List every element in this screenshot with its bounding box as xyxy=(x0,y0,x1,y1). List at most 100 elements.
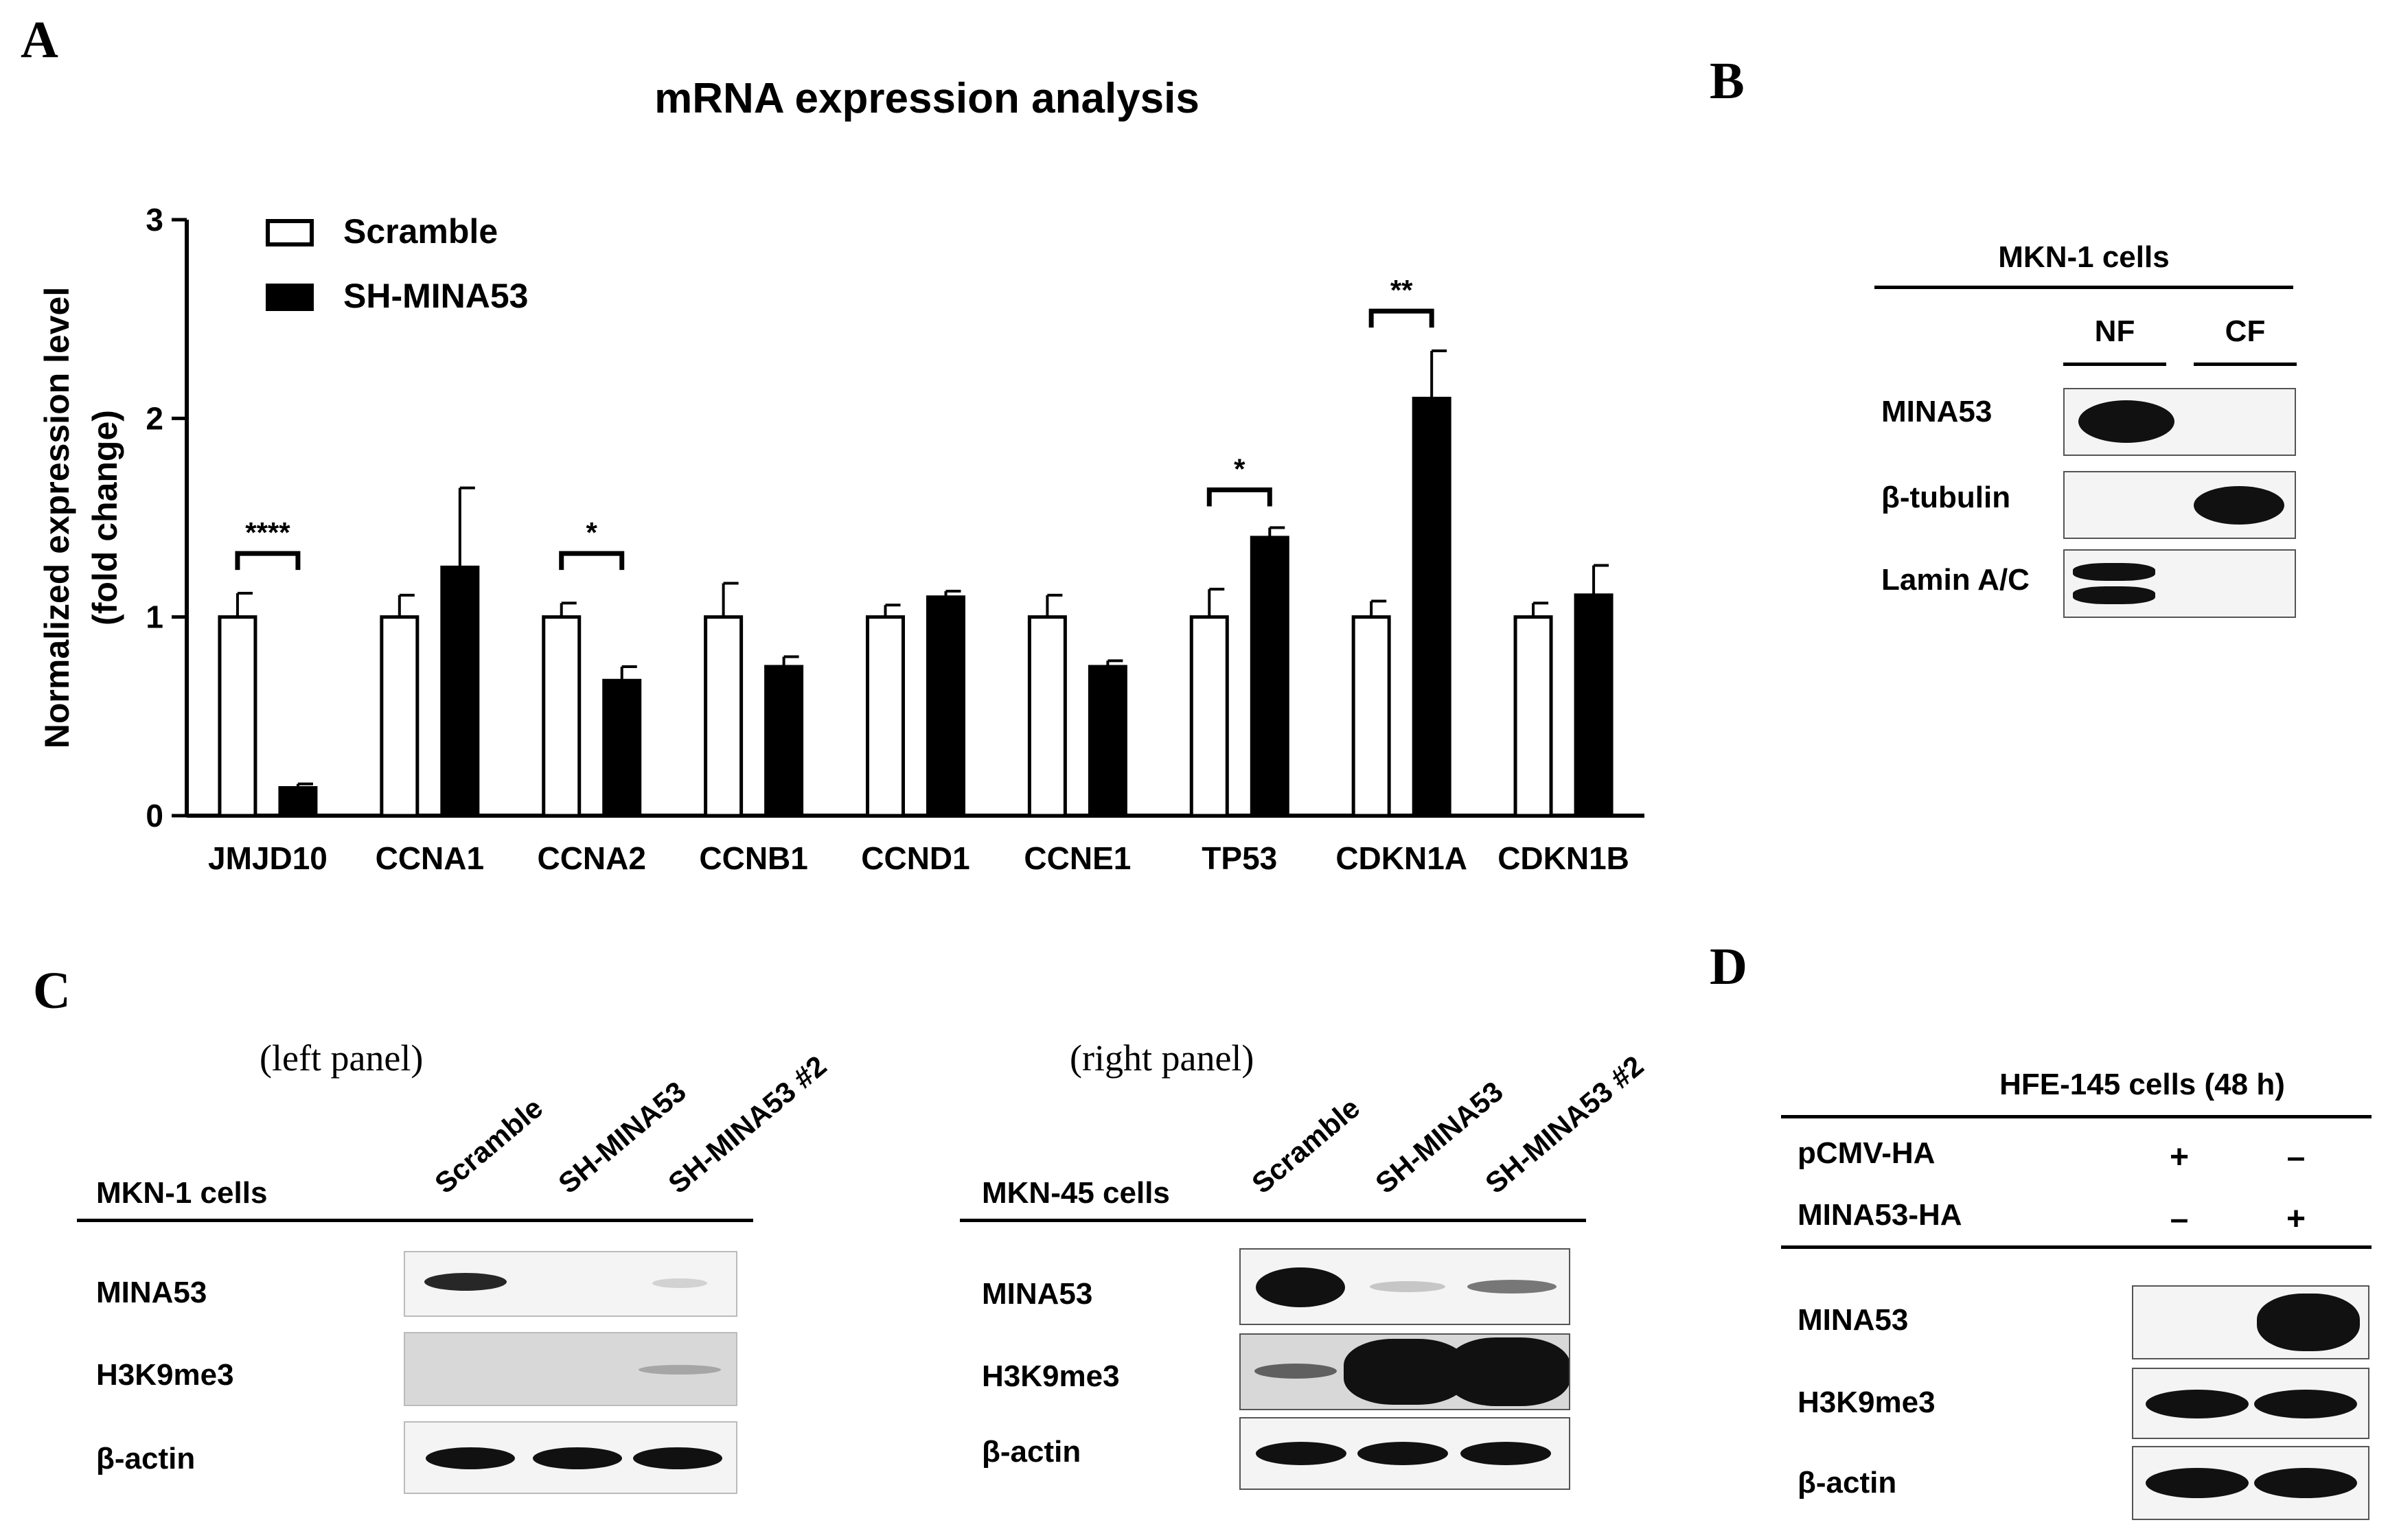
panel-b-blot-mina53 xyxy=(2063,388,2296,456)
panel-c-left-col-scramble: Scramble xyxy=(428,1091,549,1200)
significance-bracket xyxy=(559,551,625,571)
panel-b-col-cf: CF xyxy=(2225,314,2266,348)
panel-c-right-col-scramble: Scramble xyxy=(1245,1091,1366,1200)
band xyxy=(633,1447,722,1469)
panel-c-left-row-actin: β-actin xyxy=(96,1442,196,1475)
panel-b-blot-tubulin xyxy=(2063,471,2296,539)
panel-d-row-mina53: MINA53 xyxy=(1798,1303,1909,1337)
band xyxy=(2257,1294,2360,1351)
panel-c-left-rule xyxy=(77,1219,753,1222)
panel-c-left-blot-mina53 xyxy=(404,1251,737,1317)
panel-b-row-lamin: Lamin A/C xyxy=(1881,563,2030,597)
bar-sh-mina53 xyxy=(1412,396,1451,818)
panel-d-row-h3k9: H3K9me3 xyxy=(1798,1386,1936,1419)
panel-label-a: A xyxy=(21,11,58,69)
panel-d-row-actin: β-actin xyxy=(1798,1466,1897,1499)
x-tick-label: CDKN1A xyxy=(1335,840,1467,876)
band-lower xyxy=(2073,586,2155,604)
bar-sh-mina53 xyxy=(440,565,480,818)
panel-c-left-title: MKN-1 cells xyxy=(96,1176,268,1210)
panel-b-rule xyxy=(1874,286,2293,289)
bar-scramble xyxy=(542,615,582,818)
panel-d-pcmv-1: + xyxy=(2169,1139,2190,1175)
x-tick-label: TP53 xyxy=(1202,840,1277,876)
band xyxy=(2254,1468,2357,1498)
bar-scramble xyxy=(1189,615,1229,818)
bar-sh-mina53 xyxy=(602,678,642,818)
panel-b-blot-lamin xyxy=(2063,549,2296,618)
band xyxy=(1460,1442,1551,1465)
panel-c-right-blot-mina53 xyxy=(1239,1248,1570,1325)
band xyxy=(2146,1468,2249,1498)
panel-d-title: HFE-145 cells (48 h) xyxy=(1999,1068,2285,1101)
band xyxy=(1256,1442,1346,1465)
bar-chart: 0 1 2 3 Normalized expression level (fold cha… xyxy=(38,202,1644,876)
band-upper xyxy=(2073,563,2155,581)
panel-d-rule-top xyxy=(1781,1115,2372,1118)
legend-swatch xyxy=(266,284,314,311)
panel-c-left-note: (left panel) xyxy=(260,1037,424,1079)
band xyxy=(533,1447,622,1469)
x-tick-label: JMJD10 xyxy=(208,840,328,876)
significance-label: **** xyxy=(245,516,290,549)
panel-d-blot-actin xyxy=(2132,1446,2369,1520)
band xyxy=(639,1365,721,1375)
panel-c-right-rule xyxy=(960,1219,1586,1222)
panel-c-left-blot-actin xyxy=(404,1421,737,1494)
panel-d-rule-bottom xyxy=(1781,1245,2372,1249)
panel-c-left-col-sh2: SH-MINA53 #2 xyxy=(662,1049,833,1200)
panel-d-mina53ha-1: – xyxy=(2170,1201,2189,1237)
significance-bracket xyxy=(1206,487,1272,507)
significance-label: * xyxy=(1234,452,1245,485)
significance-label: * xyxy=(586,516,598,549)
panel-d-blot-h3k9 xyxy=(2132,1368,2369,1439)
panel-c-left-row-h3k9: H3K9me3 xyxy=(96,1358,234,1392)
bar-scramble xyxy=(1027,615,1067,818)
panel-c-left-row-mina53: MINA53 xyxy=(96,1276,207,1309)
bar-scramble xyxy=(1513,615,1553,818)
panel-d-mina53ha-2: + xyxy=(2286,1201,2306,1237)
bar-sh-mina53 xyxy=(1574,593,1614,818)
legend-label: SH-MINA53 xyxy=(343,277,528,315)
panel-d-blot-mina53 xyxy=(2132,1285,2369,1359)
panel-d-cond-mina53ha: MINA53-HA xyxy=(1798,1198,1962,1232)
panel-b-title: MKN-1 cells xyxy=(1998,240,2170,274)
significance-bracket xyxy=(1368,308,1434,328)
panel-c-right-row-actin: β-actin xyxy=(982,1435,1081,1469)
x-tick-label: CDKN1B xyxy=(1497,840,1629,876)
panel-c-right-blot-h3k9 xyxy=(1239,1333,1570,1410)
x-tick-label: CCNA1 xyxy=(376,840,484,876)
band xyxy=(1357,1442,1448,1465)
panel-c-right-row-h3k9: H3K9me3 xyxy=(982,1359,1120,1393)
x-tick-label: CCNB1 xyxy=(699,840,807,876)
bar-scramble xyxy=(866,615,905,818)
band xyxy=(1370,1281,1445,1292)
bar-sh-mina53 xyxy=(1088,665,1127,818)
panel-label-d: D xyxy=(1710,938,1747,996)
bar-scramble xyxy=(1351,615,1391,818)
band xyxy=(1447,1337,1569,1406)
bar-scramble xyxy=(218,615,257,818)
significance-bracket xyxy=(235,551,301,571)
panel-c-right-col-sh2: SH-MINA53 #2 xyxy=(1479,1049,1650,1200)
bar-scramble xyxy=(704,615,744,818)
bar-sh-mina53 xyxy=(926,595,965,818)
band xyxy=(652,1278,707,1288)
y-tick-label: 2 xyxy=(146,400,163,436)
panel-c-right-note: (right panel) xyxy=(1070,1037,1254,1079)
bar-sh-mina53 xyxy=(278,785,318,818)
panel-b-col-nf-rule xyxy=(2063,363,2166,366)
panel-b-col-cf-rule xyxy=(2194,363,2297,366)
band xyxy=(2146,1390,2249,1418)
panel-label-c: C xyxy=(33,962,71,1020)
x-tick-label: CCNA2 xyxy=(537,840,645,876)
panel-c-right-title: MKN-45 cells xyxy=(982,1176,1170,1210)
band xyxy=(1256,1267,1345,1307)
panel-b-col-nf: NF xyxy=(2094,314,2135,348)
significance-label: ** xyxy=(1390,274,1413,306)
panel-b-row-tubulin: β-tubulin xyxy=(1881,481,2011,514)
bar-sh-mina53 xyxy=(764,665,804,818)
band xyxy=(2254,1390,2357,1418)
band xyxy=(1254,1364,1337,1379)
